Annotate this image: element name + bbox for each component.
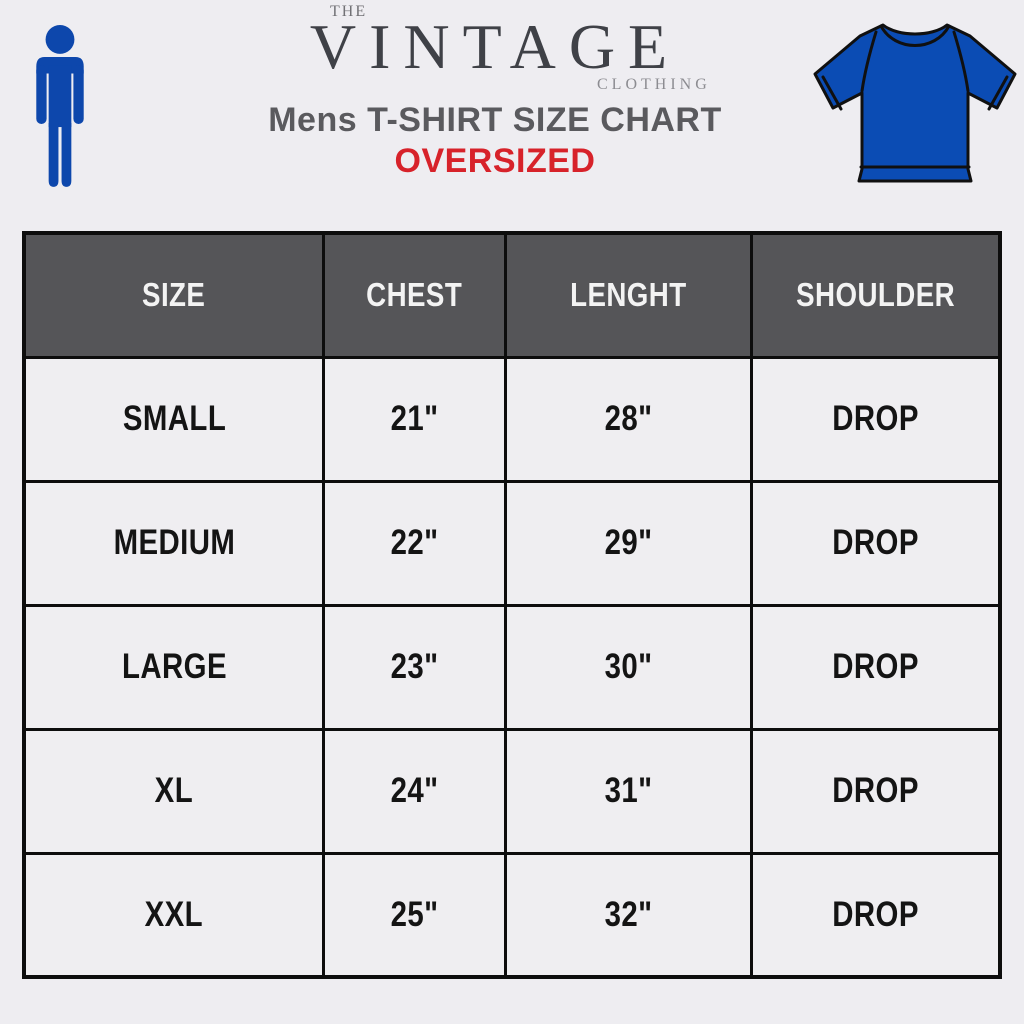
chest-cell: 24" (322, 727, 507, 855)
man-torso (48, 65, 72, 128)
cell-text: 30" (604, 647, 653, 686)
man-left-leg (48, 122, 59, 187)
tshirt-icon (813, 23, 1017, 183)
cell-text: 32" (604, 894, 653, 934)
brand-logo: THE VINTAGE CLOTHING Mens T-SHIRT SIZE C… (0, 0, 990, 200)
chest-cell: 21" (322, 355, 507, 483)
size-cell: XL (22, 727, 326, 855)
table-row-large: LARGE 23" 30" DROP (22, 603, 1002, 731)
length-cell: 30" (503, 603, 753, 731)
table-row-xxl: XXL 25" 32" DROP (22, 851, 1002, 979)
cell-text: DROP (831, 894, 919, 934)
tshirt-body (813, 23, 1017, 183)
cell-text: LARGE (121, 647, 227, 686)
table-row-small: SMALL 21" 28" DROP (22, 355, 1002, 483)
tshirt-right-cuff-seam (987, 75, 1009, 111)
brand-prefix: THE (330, 3, 368, 20)
header-row: SIZE CHEST LENGHT SHOULDER (22, 231, 1002, 359)
column-header-length-label: LENGHT (569, 276, 687, 314)
page-subtitle: OVERSIZED (394, 142, 596, 180)
cell-text: DROP (831, 771, 919, 810)
cell-text: DROP (831, 647, 919, 686)
column-header-shoulder: SHOULDER (749, 231, 1002, 359)
chest-cell: 22" (322, 479, 507, 607)
tshirt-left-cuff-seam (821, 75, 843, 111)
man-left-arm (36, 65, 47, 124)
chest-cell: 23" (322, 603, 507, 731)
cell-text: 29" (604, 523, 653, 562)
length-cell: 28" (503, 355, 753, 483)
tshirt-left-shoulder-seam (860, 30, 878, 93)
cell-text: SMALL (122, 399, 226, 438)
shoulder-cell: DROP (749, 727, 1002, 855)
cell-text: 21" (390, 399, 439, 438)
man-right-arm (73, 65, 84, 124)
cell-text: 31" (604, 771, 653, 810)
column-header-size: SIZE (22, 231, 326, 359)
size-cell: SMALL (22, 355, 326, 483)
man-right-leg (61, 122, 72, 187)
cell-text: DROP (831, 523, 919, 562)
man-icon (36, 25, 84, 187)
brand-name: VINTAGE (309, 11, 681, 82)
shoulder-cell: DROP (749, 479, 1002, 607)
size-cell: LARGE (22, 603, 326, 731)
table-row-xl: XL 24" 31" DROP (22, 727, 1002, 855)
man-head (45, 25, 75, 54)
page-title: Mens T-SHIRT SIZE CHART (268, 101, 722, 139)
column-header-chest: CHEST (322, 231, 507, 359)
cell-text: 24" (390, 771, 439, 810)
chest-cell: 25" (322, 851, 507, 979)
length-cell: 29" (503, 479, 753, 607)
tshirt-collar (879, 24, 951, 47)
size-chart-table: SIZE CHEST LENGHT SHOULDER SMALL 21" 28"… (22, 231, 1002, 979)
cell-text: XL (154, 771, 194, 810)
cell-text: 23" (390, 647, 439, 686)
table-row-medium: MEDIUM 22" 29" DROP (22, 479, 1002, 607)
cell-text: 25" (390, 894, 439, 934)
length-cell: 31" (503, 727, 753, 855)
tshirt-right-shoulder-seam (952, 30, 970, 93)
size-cell: MEDIUM (22, 479, 326, 607)
cell-text: DROP (831, 399, 919, 438)
column-header-length: LENGHT (503, 231, 753, 359)
length-cell: 32" (503, 851, 753, 979)
column-header-shoulder-label: SHOULDER (795, 276, 955, 314)
cell-text: MEDIUM (113, 523, 235, 562)
cell-text: 22" (390, 523, 439, 562)
cell-text: 28" (604, 399, 653, 438)
cell-text: XXL (144, 894, 204, 934)
column-header-chest-label: CHEST (366, 276, 463, 314)
shoulder-cell: DROP (749, 603, 1002, 731)
size-cell: XXL (22, 851, 326, 979)
column-header-size-label: SIZE (142, 276, 206, 314)
brand-suffix: CLOTHING (597, 76, 711, 93)
shoulder-cell: DROP (749, 851, 1002, 979)
shoulder-cell: DROP (749, 355, 1002, 483)
